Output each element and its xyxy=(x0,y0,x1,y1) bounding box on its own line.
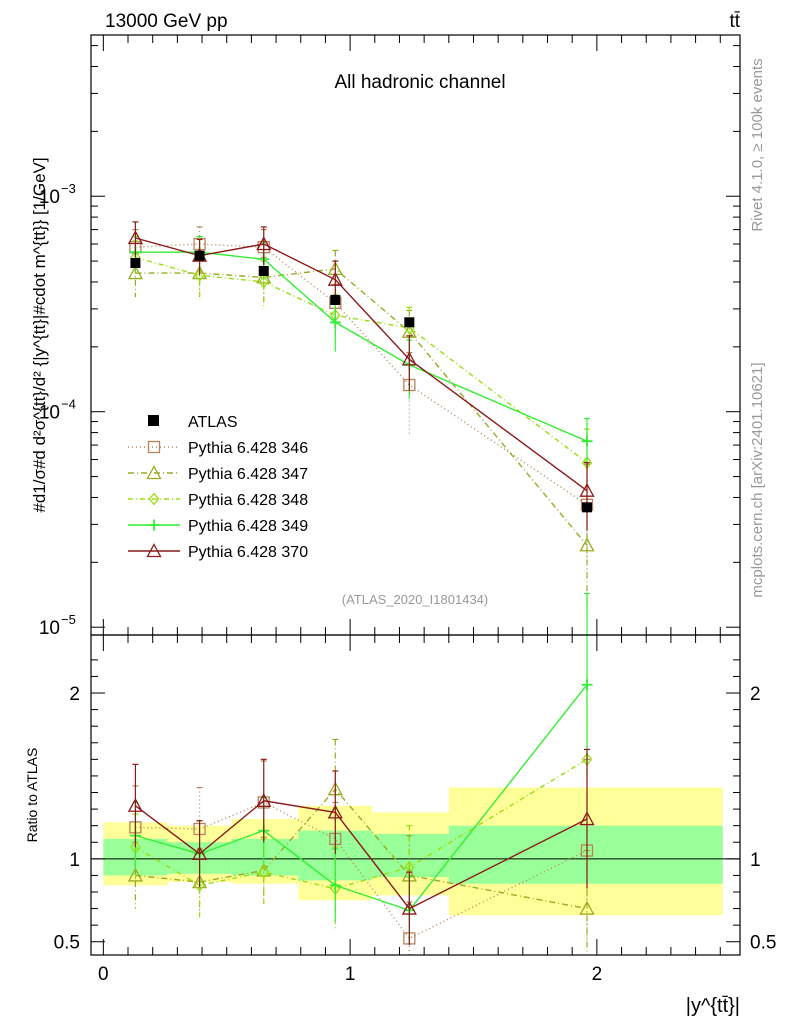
ratio-series-3-point-2 xyxy=(258,865,270,879)
legend-label-5: Pythia 6.428 370 xyxy=(188,544,308,561)
process-label: tt̄ xyxy=(729,11,740,32)
main-ytick-label-1: 10 xyxy=(39,403,60,424)
main-series-5-point-0 xyxy=(127,230,144,245)
atlas-point-0 xyxy=(130,257,141,268)
main-ytick-exp-2: −3 xyxy=(61,181,76,196)
legend-marker-5 xyxy=(146,543,162,558)
ratio-series-5-point-5 xyxy=(579,811,595,826)
main-series-3-point-2 xyxy=(258,275,270,289)
ratio-series-2-point-1 xyxy=(191,874,208,889)
legend-marker-3 xyxy=(148,492,160,506)
main-series-5-line xyxy=(135,237,588,492)
atlas-point-4 xyxy=(404,317,415,328)
energy-label: 13000 GeV pp xyxy=(105,11,228,32)
legend-label-0: ATLAS xyxy=(188,414,238,431)
legend-marker-0 xyxy=(148,415,159,426)
main-series-2-point-1 xyxy=(191,265,208,280)
ratio-series-5-line xyxy=(134,800,588,910)
ratio-series-5-point-2 xyxy=(256,792,272,807)
rivet-label: Rivet 4.1.0, ≥ 100k events xyxy=(749,58,766,231)
legend-marker-4 xyxy=(148,519,160,531)
atlas-point-5 xyxy=(582,502,593,513)
ratio-series-5-point-4 xyxy=(401,900,417,915)
ratio-series-4-point-5 xyxy=(581,679,593,691)
main-series-3-point-1 xyxy=(194,268,205,282)
main-series-5-point-5 xyxy=(579,482,595,497)
atlas-point-3 xyxy=(330,294,341,305)
main-series-2-point-2 xyxy=(256,269,272,284)
legend-marker-2 xyxy=(146,465,162,480)
ratio-ytick-label-right-0: 0.5 xyxy=(750,933,776,954)
legend-label-3: Pythia 6.428 348 xyxy=(188,492,308,509)
ratio-xtick-label-0: 0 xyxy=(98,964,109,985)
main-ylabel: #d1/σ#d d²σ^{tt}/d² {|y^{tt}|#cdot m^{tt… xyxy=(30,157,49,512)
mcplots-label: mcplots.cern.ch [arXiv:2401.10621] xyxy=(749,362,766,597)
main-series-4-point-3 xyxy=(329,316,341,328)
ratio-ytick-label-right-2: 2 xyxy=(750,684,761,705)
ratio-series-3-point-1 xyxy=(194,878,205,892)
ratio-ylabel: Ratio to ATLAS xyxy=(24,748,40,843)
main-series-3-line xyxy=(135,256,588,464)
atlas-point-2 xyxy=(258,265,269,276)
main-series-2-point-0 xyxy=(127,265,144,280)
legend-label-2: Pythia 6.428 347 xyxy=(188,466,308,483)
main-series-2-line xyxy=(135,268,588,546)
ratio-series-4-line xyxy=(135,684,588,912)
main-series-5-point-4 xyxy=(401,351,417,366)
ratio-xtick-label-2: 2 xyxy=(592,964,603,985)
main-series-2-point-5 xyxy=(579,537,595,552)
main-ytick-label-2: 10 xyxy=(39,187,60,208)
legend-label-4: Pythia 6.428 349 xyxy=(188,518,308,535)
atlas-point-1 xyxy=(194,250,205,261)
ratio-ytick-label-left-1: 1 xyxy=(69,850,80,871)
main-series-4-line xyxy=(135,251,588,442)
ratio-ytick-label-left-2: 2 xyxy=(69,684,80,705)
main-ytick-label-0: 10 xyxy=(39,618,60,639)
ratio-series-4-point-3 xyxy=(329,879,341,891)
main-series-5-point-3 xyxy=(327,271,343,286)
main-series-5-point-2 xyxy=(256,236,272,251)
legend-marker-1 xyxy=(147,440,161,454)
ratio-series-3-line xyxy=(135,758,588,890)
ratio-band-inner-5 xyxy=(448,825,723,884)
ratio-frame xyxy=(90,634,741,956)
watermark-label: (ATLAS_2020_I1801434) xyxy=(342,592,488,607)
main-ytick-exp-0: −5 xyxy=(61,612,76,627)
ratio-series-5-point-3 xyxy=(327,804,343,819)
ratio-ytick-label-right-1: 1 xyxy=(750,850,761,871)
ratio-series-5-point-0 xyxy=(127,797,144,812)
ratio-series-5-point-1 xyxy=(191,845,208,861)
main-series-4-point-5 xyxy=(581,435,593,447)
ratio-series-2-point-5 xyxy=(579,900,595,915)
ratio-ytick-label-left-0: 0.5 xyxy=(54,933,80,954)
chart-title: All hadronic channel xyxy=(334,72,505,93)
main-ytick-exp-1: −4 xyxy=(61,397,76,412)
ratio-series-2-point-0 xyxy=(127,867,144,882)
ratio-xtick-label-1: 1 xyxy=(345,964,356,985)
ratio-xlabel: |y^{tt̄}| xyxy=(686,995,740,1017)
legend-label-1: Pythia 6.428 346 xyxy=(188,440,308,457)
ratio-series-2-line xyxy=(135,788,588,910)
